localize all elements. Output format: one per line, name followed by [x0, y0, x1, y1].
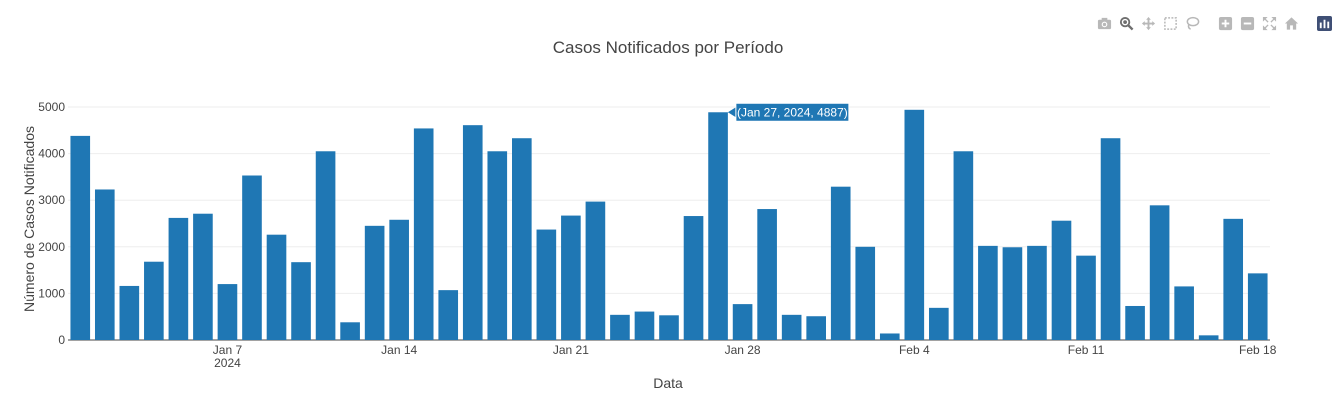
box-select-icon	[1164, 17, 1177, 30]
plotly-logo-icon	[1317, 16, 1332, 31]
box-select-button[interactable]	[1161, 14, 1180, 33]
bar	[413, 128, 434, 340]
bar	[1247, 273, 1268, 340]
lasso-select-icon	[1186, 16, 1200, 30]
plot-modebar	[1095, 14, 1334, 33]
bar	[1198, 335, 1219, 340]
bar	[487, 151, 508, 340]
bar	[659, 315, 679, 340]
lasso-select-button[interactable]	[1183, 14, 1202, 33]
zoom-button[interactable]	[1117, 14, 1136, 33]
bar	[168, 217, 189, 340]
bar	[953, 151, 974, 340]
bars	[70, 109, 1268, 341]
bar	[462, 125, 483, 340]
zoom-out-button[interactable]	[1238, 14, 1257, 33]
reset-axes-button[interactable]	[1282, 14, 1301, 33]
bar	[561, 215, 581, 340]
bar	[1149, 205, 1170, 340]
bar	[610, 314, 630, 340]
zoom-in-button[interactable]	[1216, 14, 1235, 33]
bar	[193, 213, 213, 340]
bar	[806, 316, 826, 340]
y-tick-label: 0	[58, 333, 65, 347]
zoom-in-icon	[1218, 16, 1233, 31]
bar	[732, 304, 753, 340]
zoom-icon	[1119, 16, 1134, 31]
bar	[1076, 255, 1096, 340]
y-tick-label: 2000	[38, 240, 65, 254]
tooltip-box	[735, 102, 850, 122]
home-icon	[1284, 17, 1299, 30]
bar	[1223, 218, 1244, 340]
bar	[512, 138, 532, 340]
y-axis-label: Número de Casos Notificados	[21, 126, 37, 312]
bar	[781, 314, 802, 340]
autoscale-icon	[1262, 16, 1277, 31]
bar	[1002, 247, 1023, 340]
x-axis-label: Data	[653, 375, 683, 391]
bar	[217, 284, 238, 340]
bar	[904, 109, 925, 341]
bar	[634, 311, 655, 340]
x-tick-year-label: 2024	[214, 356, 241, 370]
tooltip-pointer	[727, 107, 736, 118]
bar	[364, 225, 385, 340]
bar	[438, 290, 459, 340]
y-tick-label: 5000	[38, 100, 65, 114]
chart-title: Casos Notificados por Período	[553, 38, 784, 57]
y-tick-label: 1000	[38, 286, 65, 300]
bar	[1051, 220, 1072, 340]
bar	[929, 307, 949, 340]
bar	[315, 151, 336, 340]
hover-tooltip: (Jan 27, 2024, 4887)	[727, 102, 850, 122]
x-tick-label: Jan 21	[553, 343, 589, 357]
bar	[119, 285, 140, 340]
bar	[1174, 286, 1194, 340]
bar	[879, 333, 900, 340]
y-axis: 0 1000 2000 3000 4000 5000	[38, 100, 65, 347]
bar	[266, 234, 287, 340]
bar	[757, 209, 777, 340]
bar	[708, 112, 728, 340]
bar	[340, 322, 360, 340]
pan-icon	[1141, 16, 1156, 31]
bar	[144, 261, 164, 340]
zoom-out-icon	[1240, 16, 1255, 31]
bar	[1125, 305, 1145, 340]
bar	[830, 186, 851, 340]
x-tick-label: Feb 11	[1068, 343, 1105, 357]
bar	[1100, 138, 1121, 340]
y-tick-label: 4000	[38, 147, 65, 161]
bar	[585, 201, 606, 340]
bar	[389, 219, 409, 340]
x-tick-label: Feb 4	[899, 343, 930, 357]
bar	[536, 229, 557, 340]
bar	[242, 175, 262, 340]
download-plot-button[interactable]	[1095, 14, 1114, 33]
x-tick-label: Jan 7	[213, 343, 243, 357]
bar	[1027, 245, 1047, 340]
bar	[70, 135, 91, 340]
x-tick-label: Feb 18	[1239, 343, 1277, 357]
plotly-logo-button[interactable]	[1315, 14, 1334, 33]
camera-icon	[1097, 17, 1112, 30]
x-tick-label: Jan 28	[725, 343, 761, 357]
bar	[291, 262, 311, 340]
bar	[855, 246, 876, 340]
y-tick-label: 3000	[38, 193, 65, 207]
x-tick-label: Jan 14	[381, 343, 417, 357]
tooltip-text: (Jan 27, 2024, 4887)	[737, 105, 848, 119]
bar	[978, 245, 998, 340]
bar	[94, 189, 115, 340]
pan-button[interactable]	[1139, 14, 1158, 33]
bar	[683, 216, 704, 340]
autoscale-button[interactable]	[1260, 14, 1279, 33]
